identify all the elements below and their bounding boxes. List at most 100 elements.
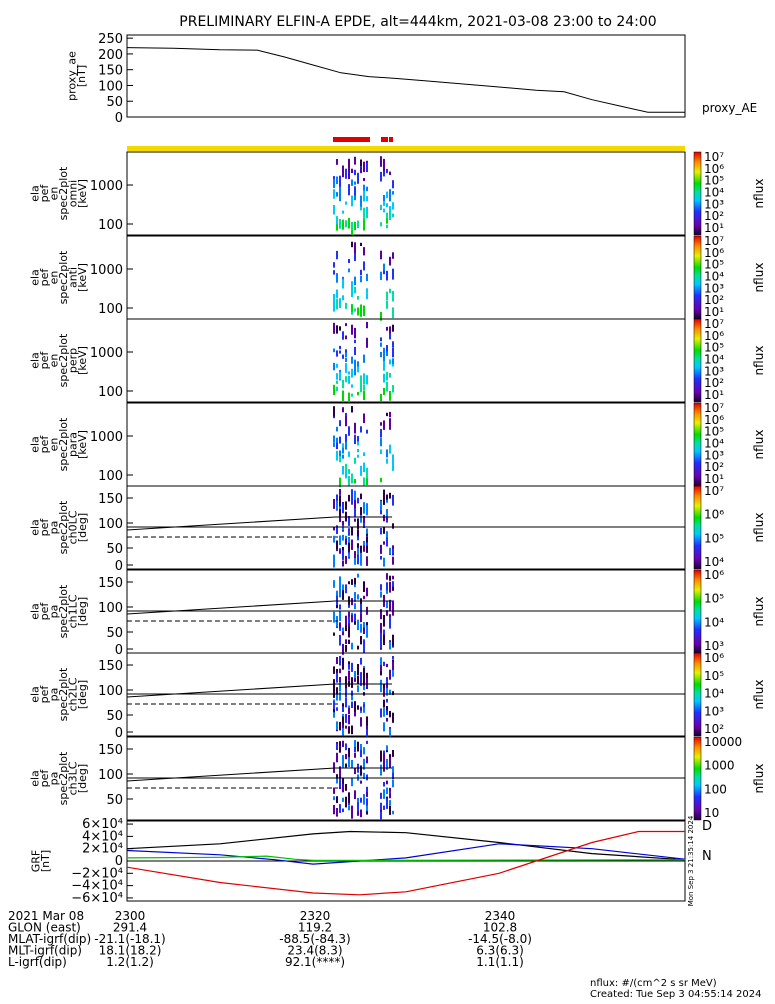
spectrogram-cell: [383, 352, 385, 364]
spectrogram-cell: [392, 549, 394, 554]
status-bar: [127, 137, 685, 151]
spectrogram-cell: [383, 526, 385, 534]
spectrogram-cell: [386, 224, 388, 229]
spectrogram-cell: [392, 779, 394, 788]
spectrogram-cell: [333, 348, 335, 353]
spectrogram-cell: [351, 760, 353, 768]
spectrogram-cell: [345, 784, 347, 791]
spectrogram-cell: [380, 609, 382, 620]
spectrogram-cell: [351, 598, 353, 606]
spectrogram-cell: [363, 213, 365, 222]
spectrogram-cell: [389, 669, 391, 680]
spectrogram-cell: [336, 590, 338, 596]
spectrogram-cell: [392, 810, 394, 815]
spectrogram-cell: [386, 191, 388, 198]
spectrogram-cell: [386, 212, 388, 223]
spectrogram-cell: [383, 703, 385, 710]
spectrogram-cell: [357, 705, 359, 710]
spectrogram-cell: [363, 384, 365, 390]
spectrogram-cell: [363, 702, 365, 713]
spectrogram-cell: [392, 750, 394, 754]
spectrogram-cell: [380, 342, 382, 347]
spectrogram-cell: [360, 269, 362, 276]
footer-value: -14.5(-8.0): [468, 932, 532, 946]
spectrogram-cell: [342, 716, 344, 727]
spectrogram-cell: [386, 679, 388, 685]
spectrogram-cell: [363, 772, 365, 779]
spectrogram-cell: [342, 584, 344, 595]
spectrogram-cell: [351, 168, 353, 173]
spectrogram-cell: [348, 158, 350, 168]
y-tick-label: 150: [98, 64, 123, 79]
spectrogram-cell: [380, 393, 382, 402]
spectrogram-cell: [333, 712, 335, 718]
colorbar-tick-label: 10⁶: [704, 162, 724, 176]
spectrogram-cell: [333, 362, 335, 371]
spectrogram-cell: [354, 280, 356, 284]
colorbar-tick-label: 10¹: [704, 472, 724, 486]
spectrogram-cell: [351, 662, 353, 672]
y-tick-label: 0: [115, 643, 123, 658]
spectrogram-cell: [354, 671, 356, 682]
y-tick-label: 250: [98, 32, 123, 47]
y-axis-label-line: pa: [47, 605, 60, 619]
colorbar-tick-label: 10⁴: [704, 437, 724, 451]
colorbar-tick-label: 10¹: [704, 221, 724, 235]
panel-frame: [126, 318, 686, 403]
spectrogram-cell: [380, 171, 382, 182]
spectrogram-cell: [339, 582, 341, 593]
colorbar-tick-label: 10⁶: [704, 568, 724, 582]
spectrogram-cell: [354, 186, 356, 196]
spectrogram-cell: [336, 796, 338, 803]
spectrogram-cell: [380, 622, 382, 633]
spectrogram-cell: [360, 717, 362, 727]
spectrogram-cell: [348, 174, 350, 180]
spectrogram-cell: [342, 280, 344, 289]
y-axis-label-line: ela: [28, 352, 41, 369]
spectrogram-cell: [348, 639, 350, 644]
spectrogram-cell: [351, 289, 353, 297]
spectrogram-cell: [333, 687, 335, 698]
y-axis-label-line: spec2plot: [57, 584, 70, 638]
y-tick-label: 50: [106, 709, 123, 724]
spectrogram-cell: [342, 631, 344, 636]
spectrogram-cell: [357, 547, 359, 554]
y-axis-label-line: ela: [28, 519, 41, 536]
spectrogram-cell: [336, 192, 338, 197]
spectrogram-cell: [366, 528, 368, 539]
spectrogram-cell: [348, 426, 350, 436]
spectrogram-cell: [342, 454, 344, 459]
y-tick-label: 100: [98, 218, 123, 233]
spectrogram-cell: [360, 304, 362, 312]
spectrogram-cell: [380, 556, 382, 560]
spectrogram-cell: [342, 724, 344, 729]
colorbar-tick-label: 10⁶: [704, 413, 724, 427]
colorbar-label: nflux: [752, 597, 766, 627]
spectrogram-cell: [348, 616, 350, 625]
y-axis-label-line: [keV]: [76, 346, 89, 375]
colorbar-tick-label: 10⁷: [704, 317, 724, 331]
spectrogram-cell: [339, 345, 341, 350]
spectrogram-cell: [345, 416, 347, 427]
spectrogram-cell: [366, 162, 368, 172]
spectrogram-cell: [386, 710, 388, 715]
spectrogram-cell: [389, 601, 391, 612]
colorbar-tick-label: 10⁶: [704, 329, 724, 343]
spectrogram-cell: [386, 698, 388, 703]
spectrogram-cell: [348, 494, 350, 502]
grf-component-line: [126, 855, 686, 862]
footer-label: MLT-igrf(dip): [8, 944, 82, 958]
spectrogram-cell: [386, 300, 388, 309]
spectrogram-cell: [339, 192, 341, 202]
spectrogram-cell: [392, 712, 394, 723]
spectrogram-cell: [383, 722, 385, 732]
spectrogram-cell: [392, 191, 394, 195]
spectrogram-cell: [339, 450, 341, 457]
spectrogram-cell: [363, 354, 365, 363]
y-tick-label: 100: [98, 601, 123, 616]
spectrogram-cell: [342, 384, 344, 388]
